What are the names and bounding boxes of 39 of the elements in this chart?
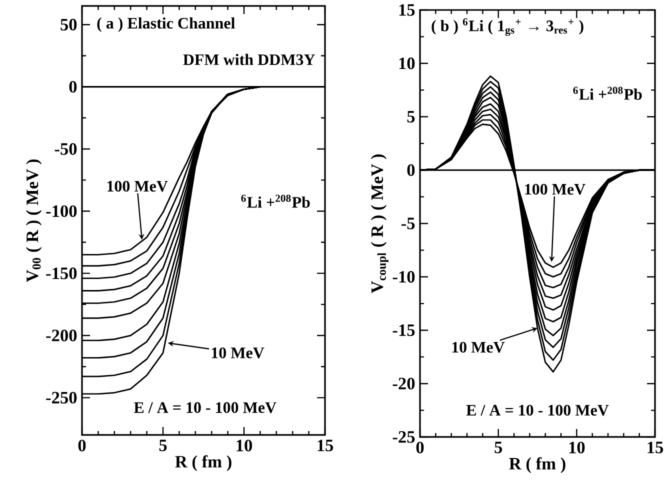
text: ( b ) $^{6}$Li ( 1$_{gs}$$^{+}$ → 3$_{res}$$^{+}$ ) — [432, 18, 584, 36]
y-tick-label: -250 — [46, 392, 77, 404]
y-tick-label: 15 — [399, 4, 415, 16]
annotation: E / A = 10 - 100 MeV — [466, 404, 609, 416]
y-tick-label: 0 — [69, 80, 77, 93]
x-axis-title: R ( fm ) — [509, 457, 566, 474]
y-tick-label: -15 — [392, 324, 415, 336]
x-tick-label: 5 — [494, 442, 502, 454]
x-tick-label: 5 — [159, 440, 167, 452]
annotation: $^{6}$Li +$^{208}$Pb — [573, 86, 642, 100]
x-tick-label: 0 — [78, 440, 86, 452]
x-tick-label: 10 — [569, 442, 585, 454]
y-tick-label: -5 — [401, 218, 415, 230]
annotation: DFM with DDM3Y — [183, 54, 315, 66]
annotation: $^{6}$Li +$^{208}$Pb — [241, 194, 310, 208]
annotation: ( a ) Elastic Channel — [97, 17, 235, 32]
x-tick-label: 0 — [416, 442, 424, 454]
y-tick-label: 0 — [407, 164, 415, 176]
y-tick-label: -150 — [46, 267, 77, 280]
y-tick-label: 5 — [407, 110, 415, 122]
y-tick-label: -25 — [392, 431, 415, 443]
y-axis-title: V$_{00}$ ( R ) ( MeV ) — [26, 159, 42, 282]
x-axis-title: R ( fm ) — [175, 455, 232, 472]
y-tick-label: 50 — [60, 18, 77, 30]
y-tick-label: 10 — [399, 58, 415, 70]
y-tick-label: -100 — [46, 205, 77, 218]
y-tick-label: -10 — [392, 271, 415, 283]
x-tick-label: 15 — [648, 442, 664, 454]
x-tick-label: 15 — [318, 440, 334, 452]
y-tick-label: -20 — [392, 378, 415, 390]
annotation: 10 MeV — [212, 347, 264, 358]
annotation: 10 MeV — [452, 342, 505, 353]
annotation: E / A = 10 - 100 MeV — [134, 402, 276, 414]
annotation: 100 MeV — [107, 180, 168, 192]
annotation: 100 MeV — [525, 184, 586, 195]
x-tick-label: 10 — [236, 440, 252, 452]
y-tick-label: -50 — [54, 143, 77, 155]
y-axis-title: V$_{coupl}$ ( R ) ( MeV ) — [370, 154, 388, 294]
y-tick-label: -200 — [46, 330, 77, 342]
